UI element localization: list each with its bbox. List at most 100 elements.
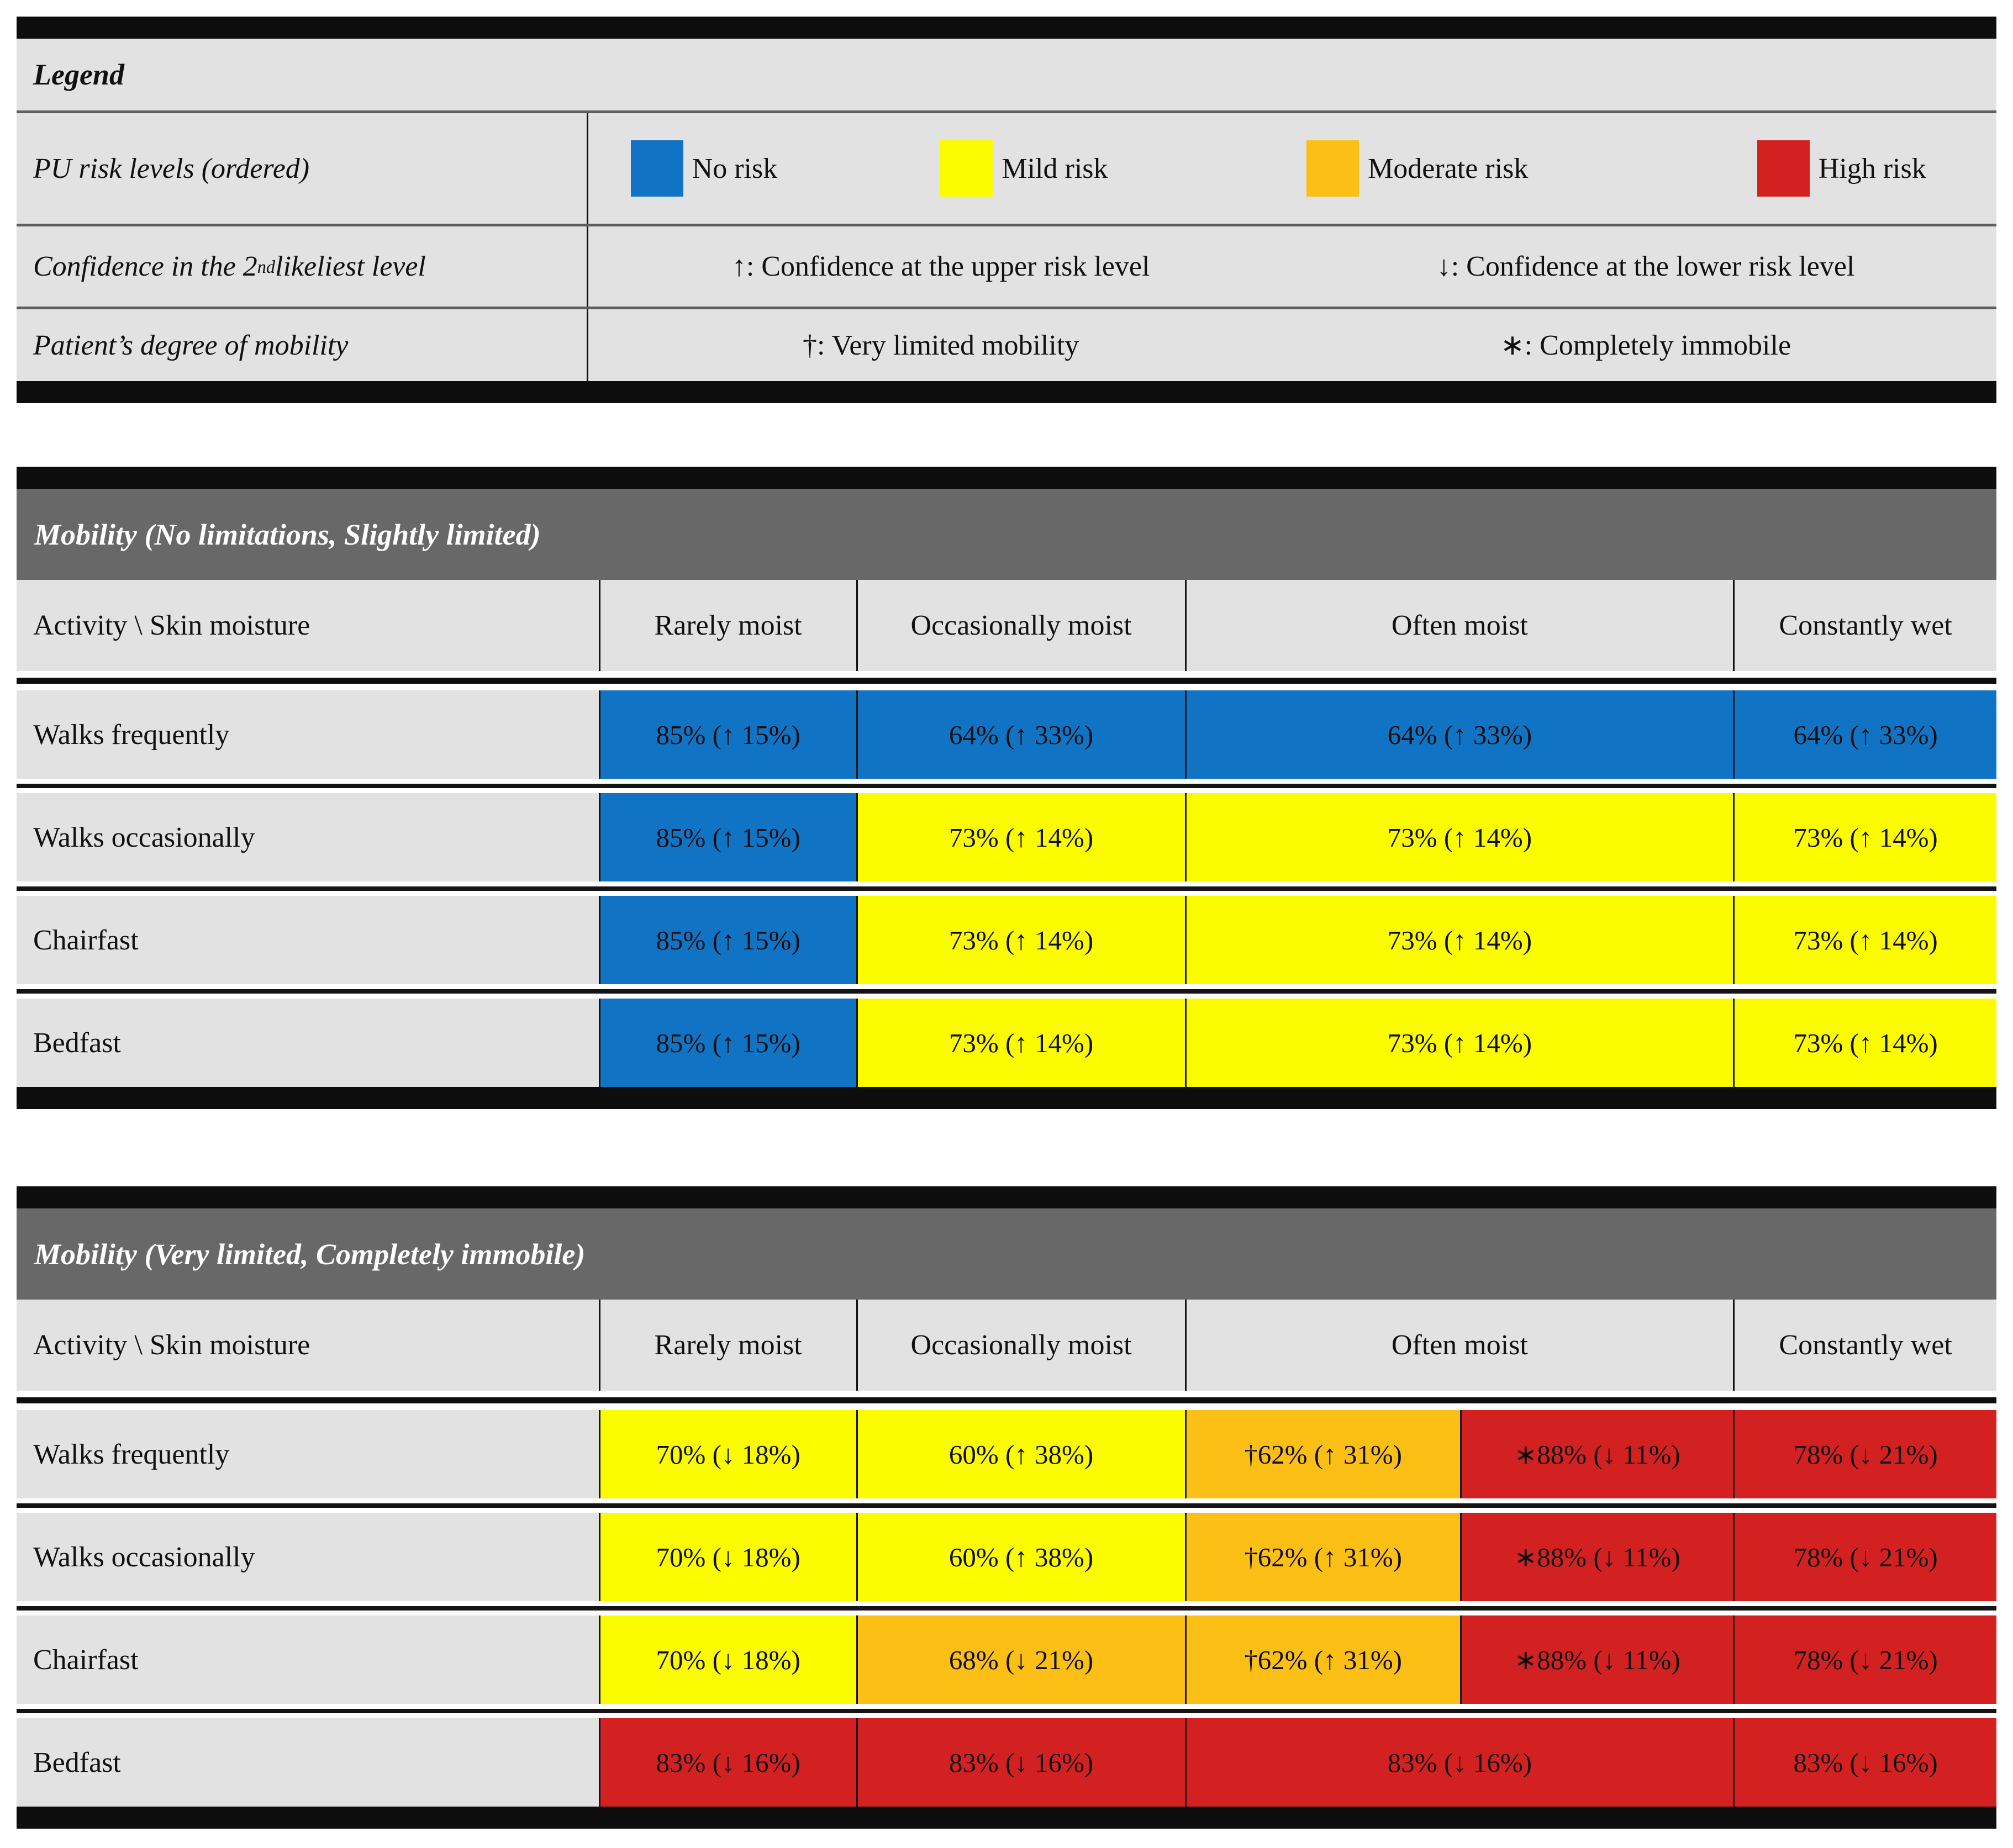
- row-label: Chairfast: [17, 1615, 599, 1704]
- legend-mobility-row: Patient’s degree of mobility †: Very lim…: [17, 307, 1996, 381]
- risk-cell-mild: 73% (↑ 14%): [856, 999, 1185, 1087]
- confidence-label-prefix: Confidence in the 2: [33, 251, 257, 282]
- row-separator: [17, 881, 1996, 896]
- mobility-table-very-limited: Mobility (Very limited, Completely immob…: [17, 1186, 1996, 1829]
- column-header-activity: Activity \ Skin moisture: [33, 1329, 310, 1361]
- row-label: Walks occasionally: [17, 793, 599, 881]
- header-rule: [17, 671, 1996, 690]
- risk-key-label: Moderate risk: [1368, 152, 1529, 184]
- table-row: Walks frequently 85% (↑ 15%) 64% (↑ 33%) 64…: [17, 690, 1996, 779]
- completely-immobile-entry: ∗: Completely immobile: [1500, 330, 1791, 361]
- risk-cell-mild: 73% (↑ 14%): [1733, 999, 1996, 1087]
- risk-cell-high: ∗88% (↓ 11%): [1459, 1410, 1733, 1498]
- risk-cell-high: 78% (↓ 21%): [1733, 1615, 1996, 1704]
- table-title-bar: Mobility (Very limited, Completely immob…: [17, 1208, 1996, 1300]
- table-title: Mobility (No limitations, Slightly limit…: [34, 518, 541, 551]
- risk-cell-mild: 60% (↑ 38%): [856, 1410, 1185, 1498]
- risk-cell-high: 83% (↓ 16%): [1733, 1718, 1996, 1807]
- column-header-row: Activity \ Skin moisture Rarely moist Oc…: [17, 580, 1996, 671]
- row-separator: [17, 779, 1996, 793]
- mobility-degree-key: †: Very limited mobility ∗: Completely i…: [587, 309, 1998, 381]
- risk-key-item: Mild risk: [940, 140, 1108, 197]
- risk-cell-moderate: 68% (↓ 21%): [856, 1615, 1185, 1704]
- risk-cell-no: 64% (↑ 33%): [1733, 690, 1996, 779]
- risk-cell-mild: 73% (↑ 14%): [1184, 896, 1733, 984]
- risk-cell-mild: 73% (↑ 14%): [856, 896, 1185, 984]
- confidence-lower-entry: ↓: Confidence at the lower risk level: [1436, 251, 1855, 282]
- moderate-risk-swatch-icon: [1306, 140, 1359, 197]
- risk-cell-high: 83% (↓ 16%): [598, 1718, 856, 1807]
- row-label: Walks occasionally: [17, 1513, 599, 1601]
- legend-risk-row: PU risk levels (ordered) No risk Mild ris…: [17, 110, 1996, 224]
- row-separator: [17, 1498, 1996, 1513]
- table-row: Bedfast 83% (↓ 16%) 83% (↓ 16%) 83% (↓ 16%)…: [17, 1718, 1996, 1807]
- very-limited-entry: †: Very limited mobility: [803, 329, 1079, 361]
- confidence-key: ↑: Confidence at the upper risk level ↓:…: [587, 226, 1998, 307]
- risk-key-item: No risk: [630, 140, 778, 197]
- risk-levels-label: PU risk levels (ordered): [33, 152, 310, 184]
- row-label: Bedfast: [17, 999, 599, 1087]
- table-body: Walks frequently 70% (↓ 18%) 60% (↑ 38%) †6…: [17, 1410, 1996, 1807]
- risk-cell-moderate: †62% (↑ 31%): [1184, 1513, 1460, 1601]
- column-header-often-moist: Often moist: [1184, 1300, 1733, 1391]
- row-label: Walks frequently: [17, 690, 599, 779]
- table-title: Mobility (Very limited, Completely immob…: [34, 1237, 586, 1271]
- mobility-degree-label: Patient’s degree of mobility: [33, 329, 349, 361]
- row-separator: [17, 984, 1996, 999]
- table-row: Walks occasionally 85% (↑ 15%) 73% (↑ 14%)…: [17, 793, 1996, 881]
- row-separator: [17, 1704, 1996, 1718]
- risk-cell-mild: 73% (↑ 14%): [856, 793, 1185, 881]
- legend-header-row: Legend: [17, 39, 1996, 110]
- row-label: Chairfast: [17, 896, 599, 984]
- black-rule-bottom: [17, 1807, 1996, 1829]
- row-label: Bedfast: [17, 1718, 599, 1807]
- risk-cell-high: ∗88% (↓ 11%): [1459, 1615, 1733, 1704]
- column-header-occasionally-moist: Occasionally moist: [856, 1300, 1185, 1391]
- confidence-upper-entry: ↑: Confidence at the upper risk level: [731, 251, 1150, 282]
- risk-level-key: No risk Mild risk Moderate risk High risk: [587, 113, 1996, 224]
- risk-cell-mild: 73% (↑ 14%): [1184, 999, 1733, 1087]
- section-gap: [17, 403, 1996, 467]
- black-rule-bottom: [17, 381, 1996, 403]
- column-header-constantly-wet: Constantly wet: [1733, 580, 1996, 671]
- risk-cell-no: 85% (↑ 15%): [598, 999, 856, 1087]
- column-header-occasionally-moist: Occasionally moist: [856, 580, 1185, 671]
- risk-cell-moderate: †62% (↑ 31%): [1184, 1615, 1460, 1704]
- header-rule: [17, 1391, 1996, 1410]
- risk-key-label: Mild risk: [1002, 152, 1108, 184]
- column-header-rarely-moist: Rarely moist: [598, 1300, 856, 1391]
- risk-cell-no: 85% (↑ 15%): [598, 690, 856, 779]
- risk-cell-mild: 70% (↓ 18%): [598, 1410, 856, 1498]
- column-header-constantly-wet: Constantly wet: [1733, 1300, 1996, 1391]
- table-row: Chairfast 70% (↓ 18%) 68% (↓ 21%) †62% (↑ 3…: [17, 1615, 1996, 1704]
- column-header-activity: Activity \ Skin moisture: [33, 610, 310, 641]
- risk-cell-no: 85% (↑ 15%): [598, 896, 856, 984]
- risk-cell-mild: 73% (↑ 14%): [1184, 793, 1733, 881]
- black-rule-top: [17, 1186, 1996, 1208]
- legend-table: Legend PU risk levels (ordered) No risk M…: [17, 17, 1996, 403]
- risk-cell-no: 64% (↑ 33%): [856, 690, 1185, 779]
- mobility-table-no-limitations: Mobility (No limitations, Slightly limit…: [17, 467, 1996, 1109]
- risk-cell-no: 64% (↑ 33%): [1184, 690, 1733, 779]
- risk-key-item: Moderate risk: [1306, 140, 1528, 197]
- risk-cell-mild: 60% (↑ 38%): [856, 1513, 1185, 1601]
- confidence-label-suffix: likeliest level: [275, 251, 426, 282]
- risk-cell-mild: 73% (↑ 14%): [1733, 793, 1996, 881]
- no-risk-swatch-icon: [630, 140, 683, 197]
- black-rule-top: [17, 467, 1996, 489]
- risk-key-label: No risk: [692, 152, 778, 184]
- table-row: Chairfast 85% (↑ 15%) 73% (↑ 14%) 73% (↑ 14…: [17, 896, 1996, 984]
- mild-risk-swatch-icon: [940, 140, 993, 197]
- risk-cell-mild: 70% (↓ 18%): [598, 1513, 856, 1601]
- table-body: Walks frequently 85% (↑ 15%) 64% (↑ 33%) 64…: [17, 690, 1996, 1087]
- risk-cell-high: 83% (↓ 16%): [856, 1718, 1185, 1807]
- risk-cell-high: ∗88% (↓ 11%): [1459, 1513, 1733, 1601]
- column-header-often-moist: Often moist: [1184, 580, 1733, 671]
- table-row: Walks frequently 70% (↓ 18%) 60% (↑ 38%) †6…: [17, 1410, 1996, 1498]
- risk-cell-mild: 73% (↑ 14%): [1733, 896, 1996, 984]
- section-gap: [17, 1109, 1996, 1186]
- black-rule-top: [17, 17, 1996, 39]
- row-label: Walks frequently: [17, 1410, 599, 1498]
- risk-cell-high: 78% (↓ 21%): [1733, 1513, 1996, 1601]
